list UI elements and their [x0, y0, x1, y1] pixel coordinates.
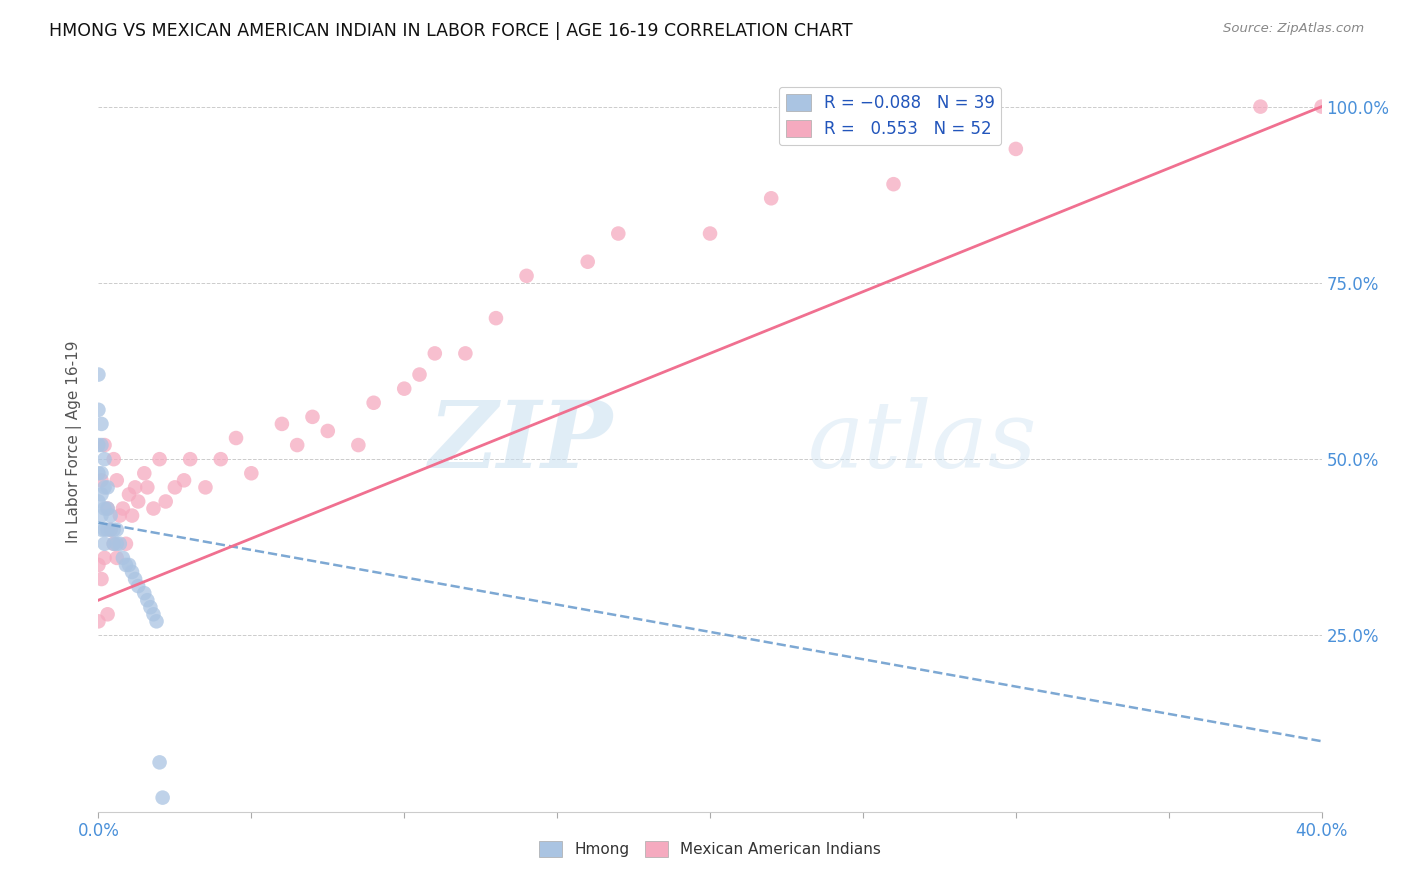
- Point: [699, 227, 721, 241]
- Point: [103, 523, 125, 537]
- Point: [392, 382, 416, 396]
- Point: [270, 417, 292, 431]
- Point: [142, 501, 165, 516]
- Point: [316, 424, 339, 438]
- Point: [93, 452, 115, 467]
- Point: [124, 480, 146, 494]
- Point: [103, 537, 125, 551]
- Point: [87, 402, 110, 417]
- Y-axis label: In Labor Force | Age 16-19: In Labor Force | Age 16-19: [66, 340, 83, 543]
- Point: [347, 438, 370, 452]
- Point: [1004, 142, 1026, 156]
- Point: [87, 494, 110, 508]
- Point: [142, 607, 165, 622]
- Point: [111, 501, 134, 516]
- Point: [285, 438, 308, 452]
- Point: [90, 438, 112, 452]
- Point: [103, 452, 125, 467]
- Point: [105, 550, 128, 565]
- Point: [93, 501, 115, 516]
- Point: [149, 452, 172, 467]
- Point: [240, 467, 263, 481]
- Point: [103, 537, 125, 551]
- Point: [607, 227, 630, 241]
- Point: [105, 537, 128, 551]
- Point: [163, 480, 186, 494]
- Point: [87, 368, 110, 382]
- Point: [115, 558, 138, 572]
- Point: [516, 268, 538, 283]
- Legend: Hmong, Mexican American Indians: Hmong, Mexican American Indians: [533, 835, 887, 863]
- Point: [90, 523, 112, 537]
- Point: [134, 467, 156, 481]
- Point: [1310, 100, 1333, 114]
- Point: [90, 508, 112, 523]
- Point: [423, 346, 446, 360]
- Point: [90, 572, 112, 586]
- Point: [124, 572, 146, 586]
- Point: [139, 600, 162, 615]
- Point: [97, 501, 120, 516]
- Point: [145, 615, 167, 629]
- Point: [118, 558, 141, 572]
- Point: [883, 177, 905, 191]
- Point: [408, 368, 430, 382]
- Point: [108, 508, 131, 523]
- Point: [87, 467, 110, 481]
- Text: Source: ZipAtlas.com: Source: ZipAtlas.com: [1223, 22, 1364, 36]
- Point: [108, 537, 131, 551]
- Point: [90, 417, 112, 431]
- Point: [111, 550, 134, 565]
- Point: [97, 480, 120, 494]
- Point: [100, 523, 122, 537]
- Point: [87, 615, 110, 629]
- Point: [90, 473, 112, 487]
- Point: [149, 756, 172, 770]
- Point: [93, 523, 115, 537]
- Point: [100, 523, 122, 537]
- Point: [115, 537, 138, 551]
- Point: [134, 586, 156, 600]
- Point: [87, 558, 110, 572]
- Text: atlas: atlas: [808, 397, 1038, 486]
- Text: ZIP: ZIP: [427, 397, 612, 486]
- Point: [576, 254, 599, 268]
- Point: [100, 508, 122, 523]
- Point: [173, 473, 195, 487]
- Point: [1249, 100, 1271, 114]
- Point: [194, 480, 217, 494]
- Point: [454, 346, 477, 360]
- Point: [118, 487, 141, 501]
- Point: [759, 191, 782, 205]
- Point: [97, 523, 120, 537]
- Point: [93, 438, 115, 452]
- Point: [485, 311, 508, 326]
- Point: [127, 494, 149, 508]
- Point: [127, 579, 149, 593]
- Point: [93, 550, 115, 565]
- Point: [209, 452, 232, 467]
- Point: [155, 494, 177, 508]
- Point: [225, 431, 247, 445]
- Point: [136, 480, 159, 494]
- Point: [97, 607, 120, 622]
- Point: [90, 467, 112, 481]
- Text: HMONG VS MEXICAN AMERICAN INDIAN IN LABOR FORCE | AGE 16-19 CORRELATION CHART: HMONG VS MEXICAN AMERICAN INDIAN IN LABO…: [49, 22, 853, 40]
- Point: [90, 487, 112, 501]
- Point: [121, 565, 143, 579]
- Point: [301, 409, 323, 424]
- Point: [87, 438, 110, 452]
- Point: [136, 593, 159, 607]
- Point: [93, 537, 115, 551]
- Point: [363, 396, 385, 410]
- Point: [121, 508, 143, 523]
- Point: [105, 473, 128, 487]
- Point: [105, 523, 128, 537]
- Point: [152, 790, 174, 805]
- Point: [179, 452, 201, 467]
- Point: [97, 501, 120, 516]
- Point: [93, 480, 115, 494]
